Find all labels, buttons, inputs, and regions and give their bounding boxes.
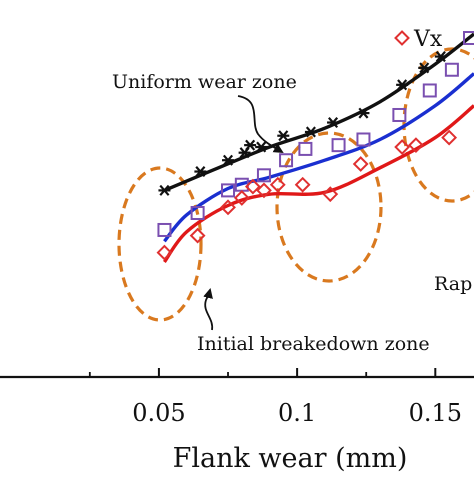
point-diamond-7 bbox=[296, 178, 309, 191]
legend-label-vx: Vx bbox=[413, 27, 443, 52]
point-diamond-9 bbox=[354, 157, 367, 170]
legend: Vx bbox=[396, 27, 474, 52]
annotation-arrows bbox=[205, 96, 282, 330]
x-tick-label: 0.1 bbox=[278, 399, 316, 427]
point-asterisk-4 bbox=[244, 140, 256, 150]
x-tick-label: 0.05 bbox=[132, 399, 185, 427]
point-diamond-12 bbox=[443, 131, 456, 144]
x-tick-label: 0.15 bbox=[409, 399, 462, 427]
point-square-11 bbox=[446, 64, 458, 76]
point-square-7 bbox=[333, 139, 345, 151]
legend-marker-diamond bbox=[396, 32, 409, 45]
annotation-initial-breakdown-zone: Initial breakedown zone bbox=[197, 333, 430, 355]
point-square-10 bbox=[424, 84, 436, 96]
annotation-uniform-wear-zone: Uniform wear zone bbox=[112, 71, 297, 93]
x-axis: 0.05 0.1 0.15 bbox=[0, 368, 474, 427]
annotation-rapid-zone: Rap bbox=[434, 273, 472, 295]
point-square-6 bbox=[299, 143, 311, 155]
x-axis-label: Flank wear (mm) bbox=[173, 443, 408, 474]
point-asterisk-0 bbox=[158, 186, 170, 196]
zone-ellipse-rapid bbox=[404, 49, 474, 201]
point-asterisk-7 bbox=[305, 127, 317, 137]
arrow-initial-breakdown-zone bbox=[205, 290, 212, 330]
point-asterisk-6 bbox=[277, 131, 289, 141]
